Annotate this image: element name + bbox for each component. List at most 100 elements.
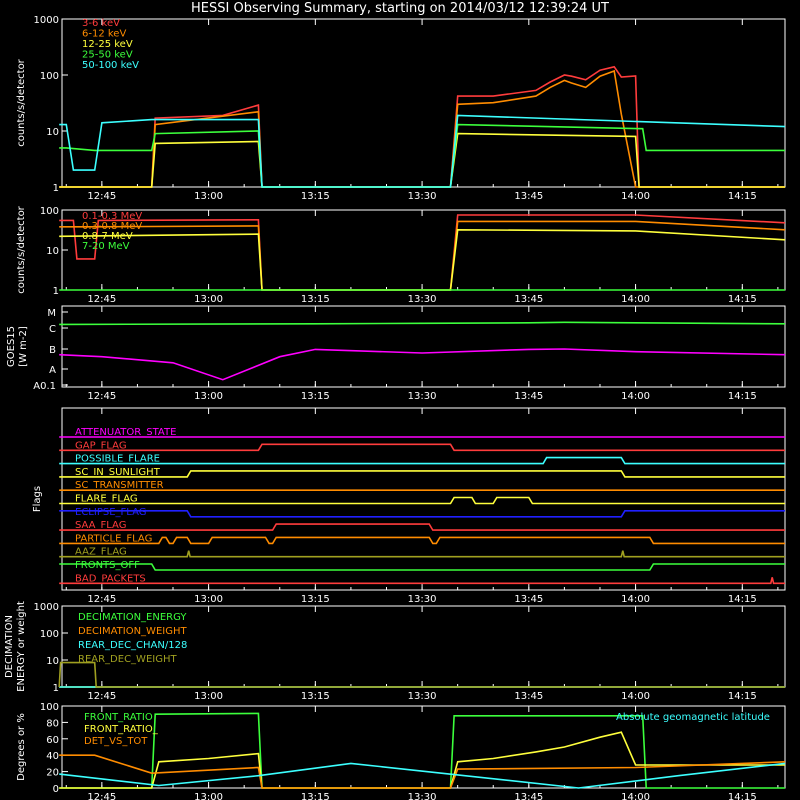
ratios-series-line (59, 762, 786, 789)
ratios-ytick-label: 100 (40, 702, 59, 713)
ratios-ytick-label: 0 (53, 784, 59, 795)
flag-label: SC_IN_SUNLIGHT (75, 467, 161, 478)
ratios-panel-xtick-label: 14:00 (621, 792, 650, 800)
decimation-panel-ytick-label: 10 (46, 656, 59, 667)
rates-high-panel-xtick-label: 12:45 (87, 294, 116, 305)
data-layer (58, 65, 786, 789)
flags-panel-xtick-label: 13:45 (514, 594, 543, 605)
goes-panel-xtick-label: 13:15 (301, 391, 330, 402)
decimation-panel-ytick-label: 100 (40, 629, 59, 640)
flag-line (59, 563, 785, 571)
goes-ytick-label: C (49, 324, 56, 335)
decimation-legend-entry: REAR_DEC_WEIGHT (78, 654, 177, 665)
flag-line (59, 456, 785, 465)
flag-label: SAA_FLAG (75, 520, 126, 531)
decimation-panel-ytick-label: 1000 (34, 602, 59, 613)
goes-ytick-label: M (47, 308, 56, 319)
ratios-ylabel: Degrees or % (16, 713, 27, 781)
rates-panel-ytick-label: 10 (46, 127, 59, 138)
rates-panel-xtick-label: 13:00 (194, 191, 223, 202)
ratios-legend-entry: FRONT_RATIO (84, 712, 153, 723)
ratios-series-line (59, 712, 785, 789)
rates-high-panel-xtick-label: 13:15 (301, 294, 330, 305)
rates-high-panel-frame (61, 209, 786, 291)
rates-series-line (59, 132, 785, 188)
ratios-panel-xtick-label: 14:15 (728, 792, 757, 800)
decimation-legend-entry: DECIMATION_WEIGHT (78, 626, 187, 637)
rates-panel-frame (61, 18, 786, 188)
goes-ylabel: GOES15 (6, 326, 17, 367)
flag-line (59, 536, 785, 545)
rates-legend-entry: 6-12 keV (82, 29, 126, 40)
flag-line (59, 550, 785, 558)
goes-panel-xtick-label: 13:45 (514, 391, 543, 402)
flags-panel-xtick-label: 13:15 (301, 594, 330, 605)
flag-label: AAZ_FLAG (75, 547, 127, 558)
decimation-panel-ytick-label: 1 (53, 683, 59, 694)
rates-high-series-line (59, 214, 786, 291)
rates-high-panel-ytick-label: 1 (53, 286, 59, 297)
rates-panel-xtick-label: 13:30 (408, 191, 437, 202)
rates-panel-xtick-label: 12:45 (87, 191, 116, 202)
flag-label: SC_TRANSMITTER (75, 480, 164, 491)
rates-high-panel-xtick-label: 13:45 (514, 294, 543, 305)
rates-high-legend-entry: 0.3-0.8 MeV (82, 221, 142, 232)
flag-label: ECLIPSE_FLAG (75, 507, 146, 518)
decimation-panel-xtick-label: 12:45 (87, 691, 116, 702)
rates-ylabel: counts/s/detector (16, 58, 27, 146)
flags-panel-xtick-label: 12:45 (87, 594, 116, 605)
goes-panel-frame (61, 305, 786, 388)
ratios-panel-xtick-label: 13:00 (194, 792, 223, 800)
flag-label: GAP_FLAG (75, 440, 127, 451)
flag-line (59, 510, 785, 518)
decimation-series-line (58, 661, 785, 688)
rates-panel-xtick-label: 13:15 (301, 191, 330, 202)
ratios-panel-xtick-label: 13:30 (408, 792, 437, 800)
rates-panel-xtick-label: 13:45 (514, 191, 543, 202)
flag-label: PARTICLE_FLAG (75, 533, 152, 544)
flag-line (59, 577, 785, 585)
flags-panel-frame (61, 407, 786, 591)
axes-layer (61, 18, 786, 789)
decimation-ylabel-2: ENERGY or weight (16, 601, 27, 692)
flag-line (59, 496, 785, 505)
rates-series-line (59, 123, 785, 188)
goes-series-line (59, 321, 786, 326)
rates-panel-ytick-label: 1 (53, 183, 59, 194)
goes-series-line (59, 348, 786, 381)
rates-high-legend-entry: 7-20 MeV (82, 241, 130, 252)
text-layer: 12:45 13:00 13:15 13:30 13:45 14:00 14:1511010… (4, 15, 770, 800)
goes-panel-xtick-label: 14:00 (621, 391, 650, 402)
rates-high-ylabel: counts/s/detector (16, 205, 27, 293)
rates-panel-ytick-label: 1000 (34, 15, 59, 26)
decimation-panel-xtick-label: 13:15 (301, 691, 330, 702)
ratios-ytick-label: 20 (46, 768, 59, 779)
decimation-panel-xtick-label: 14:15 (728, 691, 757, 702)
flag-line (59, 470, 785, 478)
chart-title: HESSI Observing Summary, starting on 201… (191, 1, 609, 16)
ratios-panel-xtick-label: 13:15 (301, 792, 330, 800)
rates-high-panel-xtick-label: 13:30 (408, 294, 437, 305)
decimation-legend-entry: DECIMATION_ENERGY (78, 612, 187, 623)
rates-high-panel-xtick-label: 14:00 (621, 294, 650, 305)
ratios-legend-entry: FRONT_RATIO_ (84, 724, 159, 735)
flag-label: FRONTS_OFF (75, 560, 140, 571)
rates-panel-xtick-label: 14:00 (621, 191, 650, 202)
flags-panel-xtick-label: 14:15 (728, 594, 757, 605)
goes-panel-xtick-label: 12:45 (87, 391, 116, 402)
flags-panel-xtick-label: 13:00 (194, 594, 223, 605)
rates-legend-entry: 3-6 keV (82, 18, 120, 29)
decimation-panel-xtick-label: 13:30 (408, 691, 437, 702)
flags-ylabel: Flags (32, 486, 43, 512)
ratios-ytick-label: 60 (46, 735, 59, 746)
goes-panel-xtick-label: 13:00 (194, 391, 223, 402)
decimation-legend-entry: REAR_DEC_CHAN/128 (78, 640, 187, 651)
rates-panel-xtick-label: 14:15 (728, 191, 757, 202)
ratios-series-line (59, 754, 786, 789)
decimation-panel-xtick-label: 13:45 (514, 691, 543, 702)
goes-panel-xtick-label: 14:15 (728, 391, 757, 402)
rates-series-line (59, 65, 785, 188)
ratios-ytick-label: 40 (46, 751, 59, 762)
rates-high-panel-ytick-label: 10 (46, 246, 59, 257)
